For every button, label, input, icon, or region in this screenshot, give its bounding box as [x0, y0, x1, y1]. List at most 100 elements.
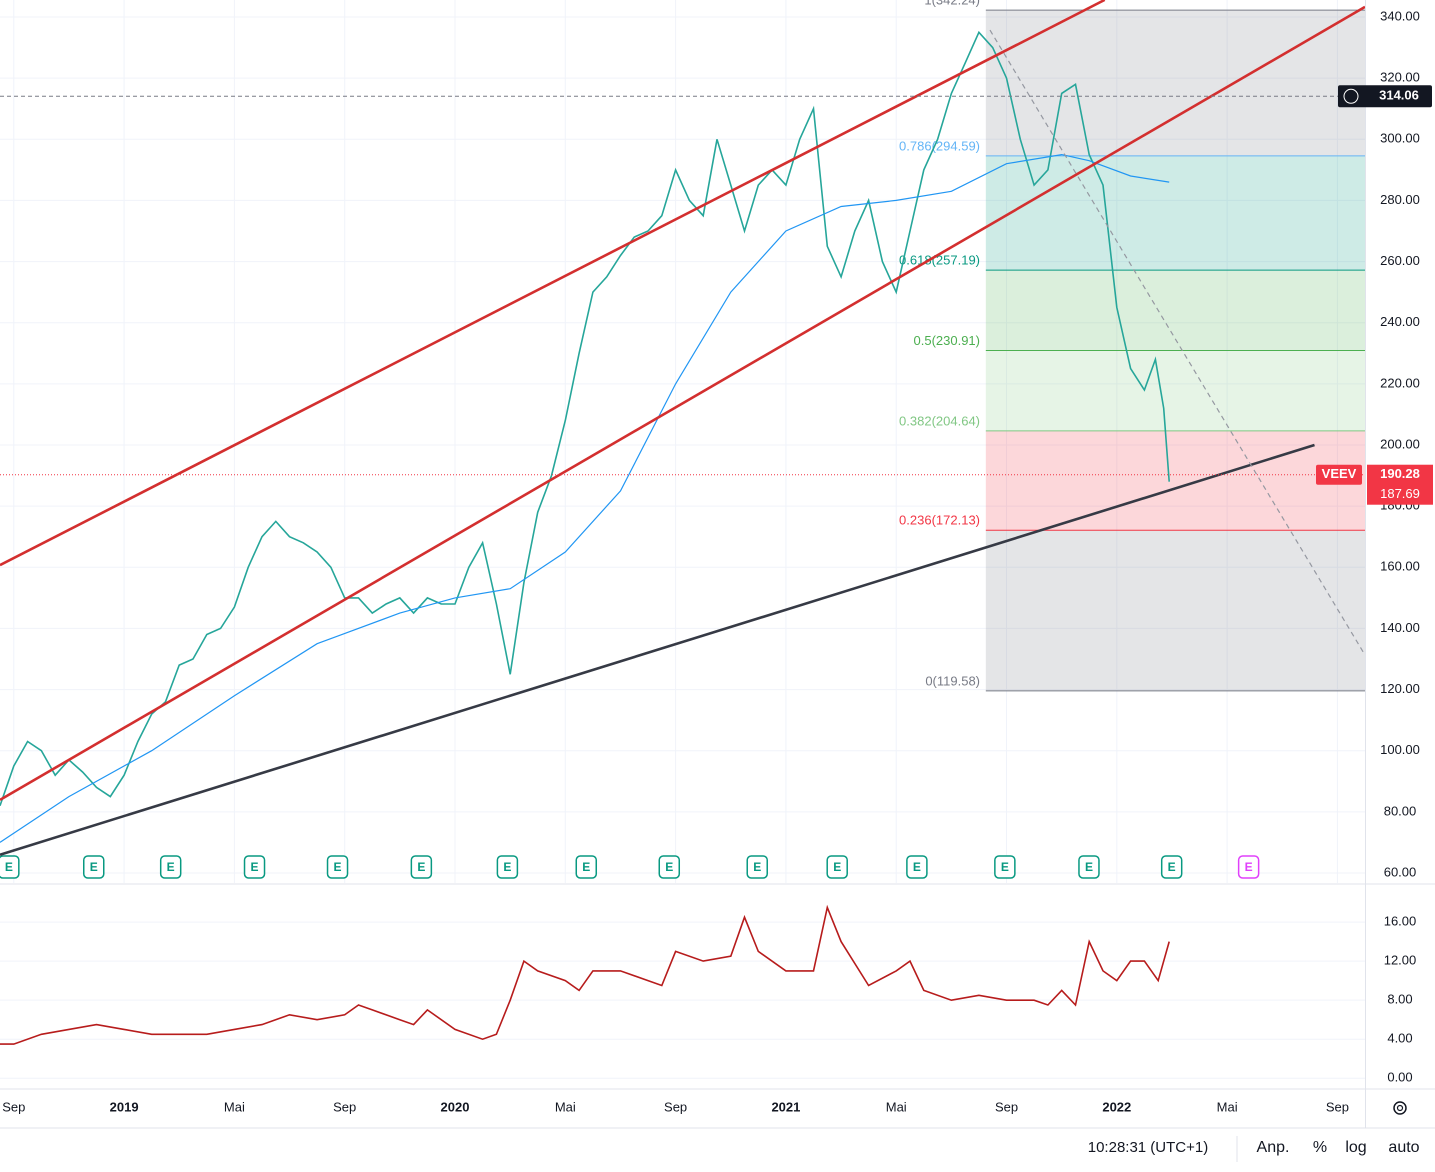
earnings-marker: [826, 855, 848, 879]
earnings-marker: [1237, 855, 1260, 879]
x-tick-label: Sep: [333, 1099, 356, 1114]
x-tick-label: Mai: [224, 1099, 245, 1114]
earnings-label: E: [251, 860, 259, 874]
percent-button[interactable]: %: [1313, 1139, 1327, 1156]
log-button[interactable]: log: [1345, 1139, 1366, 1156]
settings-gear: [1393, 1101, 1407, 1115]
series-line: [0, 904, 1170, 1045]
y-tick-label: 200.00: [1380, 436, 1420, 451]
earnings-marker: [1160, 855, 1183, 879]
x-tick-label: 2022: [1102, 1099, 1131, 1114]
symbol-tag: [1316, 464, 1362, 485]
earnings-label: E: [913, 860, 921, 874]
fib-zone: [985, 10, 1365, 156]
fib-label: 0.786(294.59): [899, 138, 980, 153]
earnings-marker: [994, 855, 1016, 879]
fib-label: 0.382(204.64): [899, 413, 980, 428]
fib-label: 0.618(257.19): [899, 253, 980, 268]
earnings-label: E: [90, 860, 98, 874]
earnings-label: E: [167, 860, 175, 874]
price-label: 190.28: [1380, 466, 1420, 481]
y-tick-label: 280.00: [1380, 192, 1420, 207]
earnings-marker: [746, 855, 768, 879]
y-tick-label: 80.00: [1384, 803, 1417, 818]
crosshair-tag: [1338, 85, 1432, 108]
earnings-label: E: [665, 860, 673, 874]
adjust-button[interactable]: Anp.: [1257, 1139, 1290, 1156]
y-tick-label: 16.00: [1384, 914, 1417, 929]
trend-line: [989, 29, 1365, 656]
axes: 60.0080.00100.00120.00140.00160.00180.00…: [2, 8, 1433, 1114]
fib-label: 0.5(230.91): [914, 333, 981, 348]
earnings-label: E: [1085, 860, 1093, 874]
trend-line: [0, 5, 1365, 802]
x-tick-label: Sep: [995, 1099, 1018, 1114]
trend-line: [0, 443, 1315, 856]
y-tick-label: 60.00: [1384, 864, 1417, 879]
crosshair-plus: [1343, 88, 1359, 104]
fib-zone: [985, 155, 1365, 271]
x-tick-label: Mai: [886, 1099, 907, 1114]
symbol-label: VEEV: [1322, 466, 1357, 481]
earnings-marker: [159, 855, 182, 879]
y-tick-label: 4.00: [1387, 1031, 1412, 1046]
fib-zone: [985, 350, 1365, 431]
series-line: [0, 30, 1170, 806]
settings-gear-hub: [1396, 1104, 1404, 1112]
fib-label: 0(119.58): [925, 673, 980, 688]
crosshair-label: 314.06: [1379, 88, 1419, 103]
x-tick-label: Mai: [1217, 1099, 1238, 1114]
earnings-label: E: [334, 860, 342, 874]
y-tick-label: 120.00: [1380, 681, 1420, 696]
y-tick-label: 12.00: [1384, 953, 1417, 968]
earnings-label: E: [5, 860, 13, 874]
y-tick-label: 260.00: [1380, 253, 1420, 268]
earnings-marker: [906, 855, 928, 879]
earnings-marker: [83, 855, 105, 879]
earnings-marker: [243, 855, 266, 879]
auto-button[interactable]: auto: [1388, 1139, 1419, 1156]
low-label: 187.69: [1380, 486, 1420, 501]
x-tick-label: Sep: [1326, 1099, 1349, 1114]
y-tick-label: 220.00: [1380, 375, 1420, 390]
earnings-marker: [410, 855, 433, 879]
x-tick-label: Mai: [555, 1099, 576, 1114]
clock: 10:28:31 (UTC+1): [1088, 1139, 1208, 1156]
fib-label: 1(342.24): [924, 0, 980, 8]
y-tick-label: 240.00: [1380, 314, 1420, 329]
y-tick-label: 340.00: [1380, 8, 1420, 23]
series-line: [0, 153, 1170, 843]
earnings-label: E: [833, 860, 841, 874]
x-tick-label: Sep: [664, 1099, 687, 1114]
x-tick-label: 2021: [771, 1099, 800, 1114]
price-tag: [1367, 464, 1433, 505]
y-tick-label: 160.00: [1380, 559, 1420, 574]
indicator-pane: [0, 904, 1365, 1079]
earnings-label: E: [1168, 860, 1176, 874]
y-tick-label: 140.00: [1380, 620, 1420, 635]
fib-zone: [985, 430, 1365, 531]
settings-icon[interactable]: [1393, 1101, 1407, 1115]
x-tick-label: 2019: [110, 1099, 139, 1114]
earnings-label: E: [417, 860, 425, 874]
earnings-label: E: [503, 860, 511, 874]
y-tick-label: 320.00: [1380, 70, 1420, 85]
earnings-label: E: [1245, 860, 1253, 874]
fib-zone: [985, 530, 1365, 691]
earnings-marker: [575, 855, 598, 879]
y-tick-label: 0.00: [1387, 1070, 1412, 1085]
earnings-marker: [496, 855, 519, 879]
fib-zone: [985, 270, 1365, 351]
earnings-label: E: [753, 860, 761, 874]
earnings-marker: [1078, 855, 1100, 879]
x-tick-label: 2020: [441, 1099, 470, 1114]
y-tick-label: 8.00: [1387, 992, 1412, 1007]
earnings-label: E: [582, 860, 590, 874]
earnings-marker: [0, 855, 20, 879]
y-tick-label: 300.00: [1380, 131, 1420, 146]
earnings-marker: [326, 855, 349, 879]
earnings-label: E: [1001, 860, 1009, 874]
earnings-marker: [658, 855, 681, 879]
fib-label: 0.236(172.13): [899, 513, 980, 528]
